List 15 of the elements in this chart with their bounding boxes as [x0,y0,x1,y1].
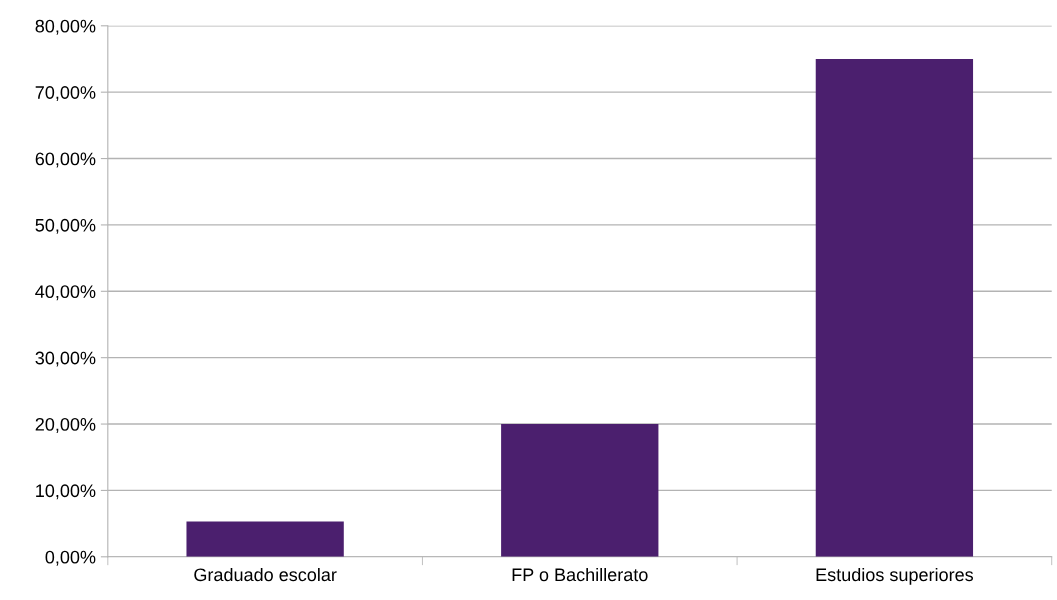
y-tick-label: 30,00% [35,351,96,367]
y-tick-label: 10,00% [36,484,96,500]
y-tick-label: 70,00% [35,86,96,102]
y-tick-label: 20,00% [35,417,96,433]
x-tick-label: FP o Bachillerato [512,567,648,582]
bar [186,521,344,557]
y-tick-label: 80,00% [35,19,96,35]
y-tick-label: 40,00% [35,285,96,301]
bar [501,424,659,557]
x-tick-label: Estudios superiores [816,567,974,585]
y-tick-label: 50,00% [35,218,96,234]
bar [815,58,974,557]
y-tick-label: 60,00% [35,152,96,168]
x-tick-label: Graduado escolar [194,567,337,582]
y-tick-label: 0,00% [45,550,96,566]
